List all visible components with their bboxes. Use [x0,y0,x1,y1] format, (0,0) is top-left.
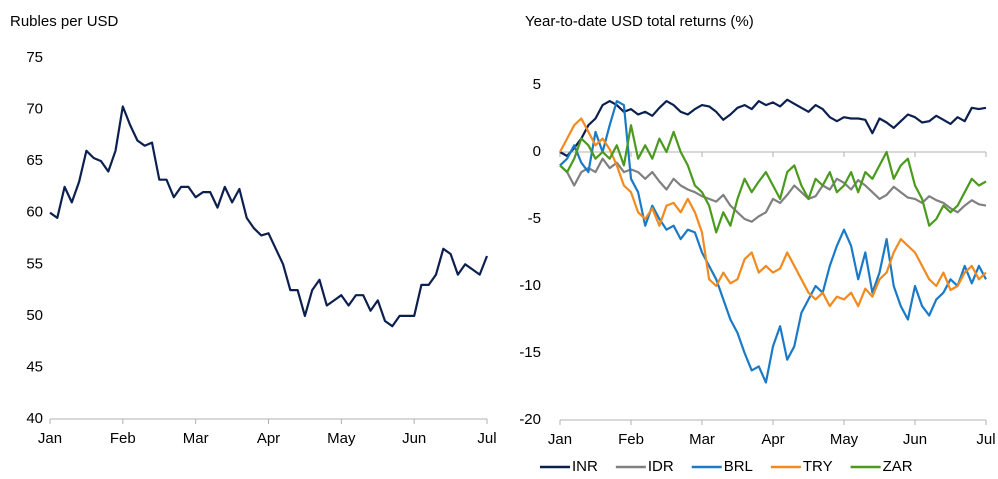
legend-label: BRL [724,458,753,475]
x-tick-label: May [327,430,356,447]
y-tick-label: 45 [26,358,43,375]
x-tick-label: Mar [183,430,209,447]
chart-title: Rubles per USD [10,13,119,30]
x-tick-label: Apr [257,430,280,447]
y-tick-label: -15 [519,344,541,361]
y-tick-label: -10 [519,277,541,294]
y-tick-label: 65 [26,152,43,169]
y-tick-label: 5 [533,76,541,93]
legend-label: TRY [803,458,833,475]
y-tick-label: 60 [26,204,43,221]
chart-title: Year-to-date USD total returns (%) [525,13,754,30]
x-tick-label: Feb [618,431,644,448]
y-tick-label: -20 [519,411,541,428]
x-tick-label: Jul [477,430,496,447]
x-tick-label: Jan [548,431,572,448]
series-line [559,100,987,384]
x-tick-label: Jun [402,430,426,447]
x-tick-label: Apr [761,431,784,448]
y-tick-label: 0 [533,143,541,160]
x-tick-label: Jul [976,431,995,448]
x-tick-label: May [830,431,859,448]
x-tick-label: Jan [38,430,62,447]
y-tick-label: -5 [528,210,541,227]
legend-label: ZAR [883,458,913,475]
series-line [559,98,987,158]
series-line [559,157,987,223]
series-line [49,105,489,328]
y-tick-label: 50 [26,307,43,324]
legend-label: INR [572,458,598,475]
x-tick-label: Jun [903,431,927,448]
y-tick-label: 70 [26,101,43,118]
legend-label: IDR [648,458,674,475]
y-tick-label: 40 [26,410,43,427]
y-tick-label: 55 [26,255,43,272]
series-line [559,117,987,308]
x-tick-label: Feb [110,430,136,447]
series-line [559,124,987,234]
y-tick-label: 75 [26,49,43,66]
x-tick-label: Mar [689,431,715,448]
